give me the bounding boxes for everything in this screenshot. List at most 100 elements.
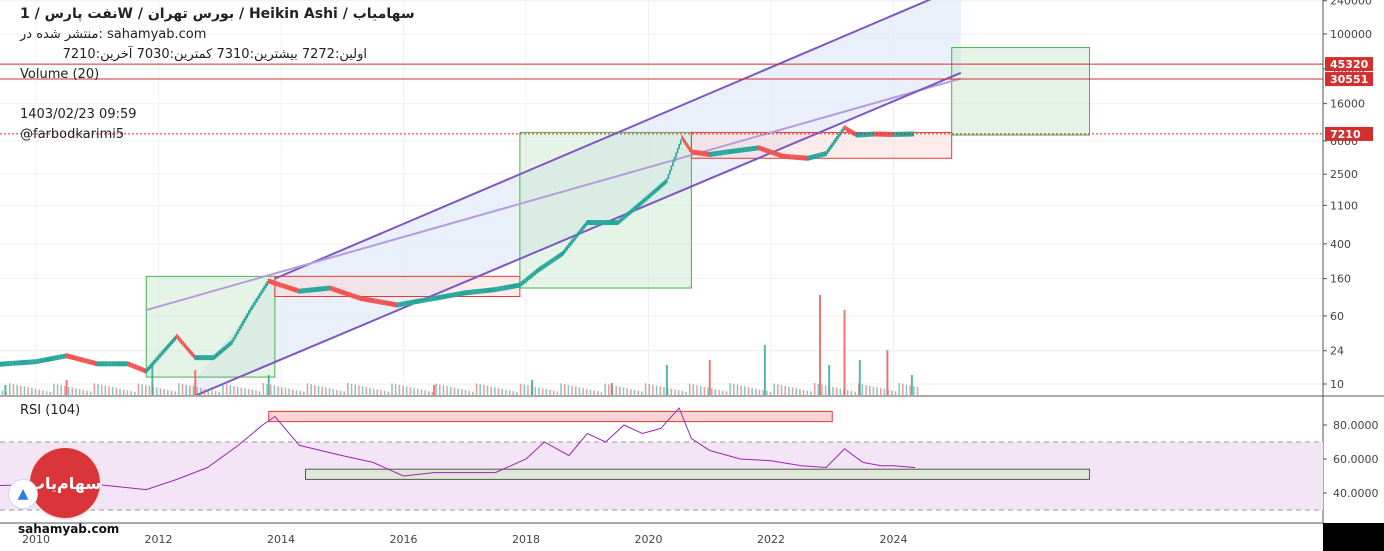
price-candle [840,129,843,135]
price-candle [566,245,569,251]
price-candle [62,353,65,359]
volume-bar-small [225,384,228,395]
volume-bar-small [832,387,834,395]
price-candle [315,286,318,292]
price-candle [209,355,212,361]
volume-bar-small [674,389,676,395]
price-candle [356,294,359,300]
price-candle [681,135,683,141]
price-candle [188,348,190,354]
price-candle [555,255,558,261]
volume-bar-small [192,386,195,395]
x-tick-label: 2012 [145,533,173,546]
volume-bar-small [111,387,114,395]
volume-bar-small [843,389,845,395]
y-tick-label: 100000 [1330,28,1372,41]
price-candle [540,265,543,271]
price-candle [863,132,866,138]
price-candle [277,281,279,287]
price-candle [701,150,703,156]
price-candle [122,361,125,367]
price-candle [719,150,722,156]
volume-bar-small [688,383,691,395]
price-candle [59,354,62,360]
price-candle [120,361,123,367]
price-candle [134,364,137,370]
volume-bar-small [89,391,92,395]
price-candle [358,295,360,301]
volume-bar-small [288,388,290,395]
price-candle [514,283,517,289]
price-candle [891,131,893,137]
price-candle [705,151,708,157]
price-candle [301,288,304,294]
price-candle [342,290,345,296]
x-tick-label: 2016 [390,533,418,546]
price-candle [367,297,370,303]
price-candle [742,147,745,153]
price-candle [101,361,103,367]
price-candle [427,297,429,303]
price-candle [828,146,830,152]
ohlc-readout: اولین:7272 بیشترین:7310 کمترین:7030 آخری… [62,47,367,62]
price-candle [869,131,872,137]
volume-bar [65,380,68,395]
volume-bar-small [784,385,786,395]
price-candle [38,358,40,364]
price-candle [436,295,438,301]
volume-bar-small [347,383,349,395]
volume-bar-small [78,389,81,395]
volume-bar-small [894,391,897,395]
volume-bar-small [152,386,154,395]
volume-bar-small [769,391,772,395]
price-candle [502,285,504,291]
price-candle [284,284,287,290]
volume-bar [819,295,821,395]
volume-bar-small [82,389,85,395]
price-candle [249,307,252,313]
price-candle [240,323,242,329]
price-candle [846,127,849,133]
price-candle [267,278,270,284]
volume-bar-small [12,384,15,395]
price-candle [892,132,895,138]
tradingview-icon[interactable]: ▲ [8,479,38,509]
price-candle [690,149,693,155]
volume-bar-small [589,389,592,395]
price-candle [177,335,180,341]
volume-bar-small [457,388,459,395]
volume-bar-small [516,391,518,395]
price-candle [174,335,177,341]
price-candle [185,344,187,350]
price-candle [756,145,759,151]
volume-bar-small [424,390,426,395]
price-candle [157,354,160,360]
price-candle [754,145,757,151]
price-candle [610,220,613,226]
price-candle [179,337,181,343]
volume-bar-small [883,388,886,395]
volume-bar-small [122,389,125,395]
price-candle [854,131,857,137]
price-candle [667,174,670,180]
price-candle [378,299,380,305]
price-candle [87,358,89,364]
price-candle [154,358,157,364]
volume-bar-small [181,383,184,395]
price-candle [614,220,616,226]
price-candle [820,152,823,158]
volume-bar-small [31,387,33,395]
price-candle [326,285,328,291]
price-candle [837,133,840,139]
price-candle [457,291,460,297]
volume-bar-small [178,383,180,395]
volume-bar-small [369,387,371,395]
volume-bar [194,370,197,395]
price-candle [369,297,371,303]
price-candle [303,288,305,294]
price-candle [113,361,115,367]
price-candle [859,132,861,138]
price-candle [414,299,417,305]
price-candle [796,154,798,160]
price-candle [826,148,829,154]
